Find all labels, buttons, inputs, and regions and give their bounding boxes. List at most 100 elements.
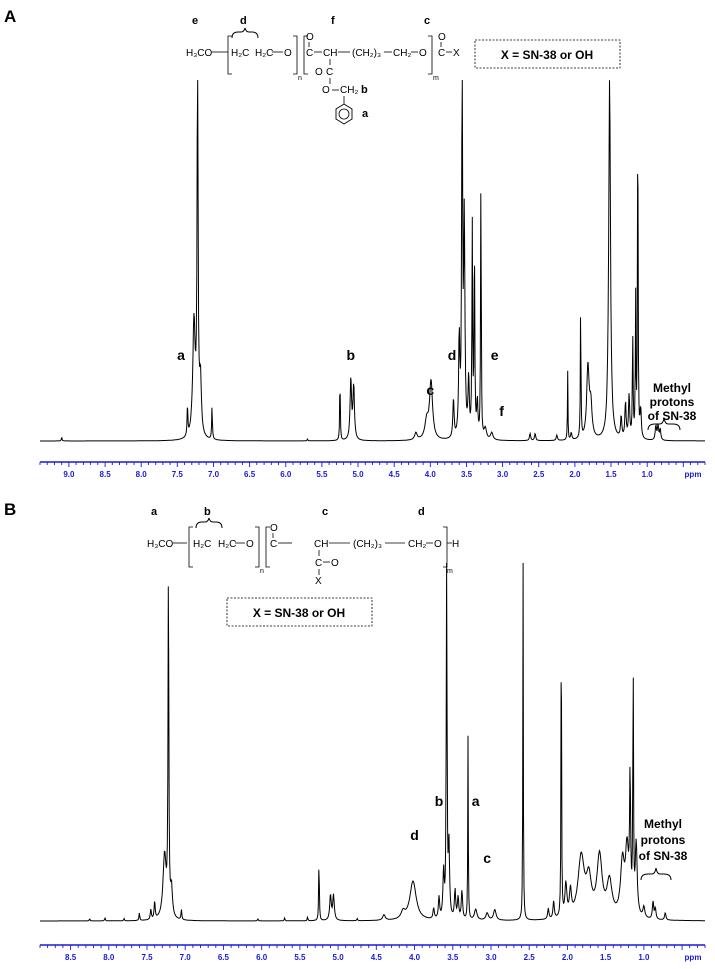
struct-a-o2: O [419, 48, 427, 59]
struct-b-letter-b: b [204, 506, 211, 518]
x-tick-label: 2.5 [524, 953, 536, 962]
panel-a-x-box-text: X = SN-38 or OH [501, 48, 593, 62]
peak-mark [627, 856, 628, 857]
peak-mark [468, 727, 469, 728]
struct-a-ch2-side: CH₂ [340, 85, 358, 96]
panel-a-annotation-line2: protons [650, 395, 695, 409]
x-tick-label: 3.0 [497, 470, 509, 479]
struct-a-ch2: CH₂ [393, 48, 411, 59]
x-tick-label: 4.5 [371, 953, 383, 962]
struct-a-bracket-m-left [303, 35, 308, 75]
x-tick-label: 4.0 [425, 470, 437, 479]
peak-label-e: e [491, 347, 499, 363]
struct-a-unit1b: H₂C [255, 48, 273, 59]
panel-a-annotation-brace [647, 417, 681, 431]
peak-mark [644, 910, 645, 911]
x-tick-label: 9.0 [63, 470, 75, 479]
peak-label-b: b [435, 793, 444, 809]
spectrum-line [40, 562, 705, 922]
peak-mark [580, 307, 581, 308]
panel-a-spectrum [40, 79, 705, 442]
x-tick-label: 5.0 [352, 470, 364, 479]
peak-mark [637, 80, 638, 81]
struct-a-c: C [306, 48, 313, 59]
struct-a-letter-d: d [240, 15, 247, 27]
struct-b-m: m [447, 568, 453, 575]
peak-label-d: d [448, 347, 457, 363]
struct-b-n: n [260, 568, 264, 575]
struct-a-letter-b: b [361, 84, 368, 96]
struct-a-letter-f: f [331, 15, 335, 27]
struct-b-o-top: O [270, 523, 278, 534]
peak-label-a: a [472, 793, 480, 809]
struct-b-letter-c: c [322, 506, 328, 518]
struct-a-letter-e: e [192, 15, 198, 27]
x-tick-label: 2.0 [562, 953, 574, 962]
peak-mark [567, 368, 568, 369]
x-tick-label: 2.5 [533, 470, 545, 479]
peak-mark [319, 860, 320, 861]
x-tick-label: 5.0 [333, 953, 345, 962]
peak-mark [581, 860, 582, 861]
struct-a-m: m [433, 75, 439, 82]
struct-a-bracket-n-right [293, 35, 298, 75]
peak-label-d: d [410, 827, 419, 843]
x-tick-label: 8.5 [100, 470, 112, 479]
struct-b-h: H [452, 539, 459, 550]
struct-a-o-top2: O [438, 32, 446, 43]
panel-b-annotation-line1: Methyl [644, 817, 682, 831]
struct-b-brace [195, 517, 223, 529]
peak-label-b: b [347, 347, 356, 363]
struct-b-chain: (CH₂)₃ [353, 539, 382, 550]
x-tick-label: 5.5 [294, 953, 306, 962]
x-tick-label: 3.0 [485, 953, 497, 962]
struct-b-bracket-n-right [255, 526, 260, 568]
panel-b-annotation-line3: of SN-38 [639, 849, 688, 863]
peak-label-c: c [426, 382, 434, 398]
panel-b-structure: a b c d H₃CO H₂C H₂C O n O C CH (CH₂)₃ C… [147, 506, 459, 587]
struct-a-benzene [335, 103, 353, 125]
struct-a-o1: O [284, 48, 292, 59]
x-tick-label: 1.5 [600, 953, 612, 962]
struct-a-c-side: C [326, 67, 333, 78]
x-tick-label: 7.0 [208, 470, 220, 479]
struct-a-letter-c: c [424, 15, 430, 27]
struct-b-c: C [270, 539, 277, 550]
x-tick-label: 8.0 [136, 470, 148, 479]
panel-b-annotation-brace [640, 867, 672, 881]
x-tick-label: 1.5 [605, 470, 617, 479]
struct-a-brace [231, 27, 259, 39]
x-tick-label: 4.5 [389, 470, 401, 479]
peak-mark [609, 885, 610, 886]
benzene-ring [338, 108, 350, 120]
peak-mark [426, 423, 427, 424]
struct-b-o2: O [434, 539, 442, 550]
struct-b-x: X [315, 576, 322, 587]
panel-a-annotation-line1: Methyl [653, 381, 691, 395]
struct-a-bracket-n-left [227, 35, 232, 75]
struct-b-c-side: C [315, 558, 322, 569]
peak-mark [481, 170, 482, 171]
panel-b: B a b c d H₃CO H₂C H₂C O n O C CH (CH₂)₃ [4, 500, 706, 962]
struct-b-o-eq: O [331, 558, 339, 569]
peak-mark [622, 867, 623, 868]
peak-mark [168, 563, 169, 564]
struct-b-letter-a: a [151, 506, 158, 518]
panel-b-label: B [4, 500, 16, 519]
peak-mark [570, 896, 571, 897]
x-tick-label: 6.0 [280, 470, 292, 479]
panel-b-x-box-text: X = SN-38 or OH [253, 606, 345, 620]
x-unit-label: ppm [685, 470, 702, 479]
struct-a-n: n [298, 75, 302, 82]
x-tick-label: 5.5 [316, 470, 328, 479]
struct-b-h3co: H₃CO [147, 539, 174, 550]
x-tick-label: 1.0 [638, 953, 650, 962]
struct-b-unit1b: H₂C [218, 539, 236, 550]
x-tick-label: 7.0 [180, 953, 192, 962]
panel-a-label: A [4, 7, 16, 26]
struct-b-ch2: CH₂ [408, 539, 426, 550]
x-tick-label: 3.5 [447, 953, 459, 962]
struct-a-unit1: H₂C [231, 48, 249, 59]
struct-a-o-eq: O [315, 67, 323, 78]
